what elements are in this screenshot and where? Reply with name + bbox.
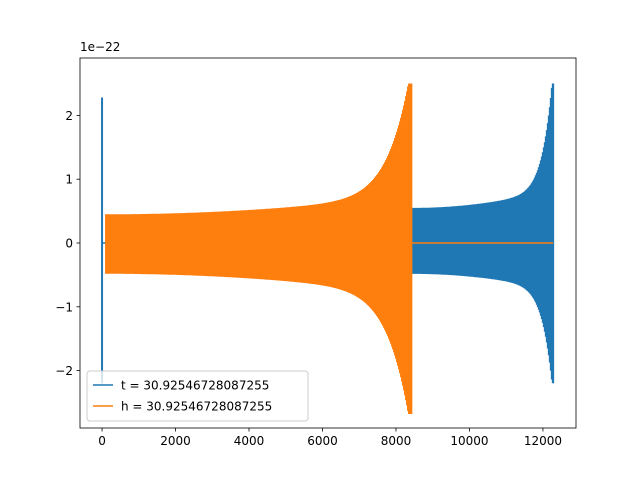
x-tick-label-5: 10000 bbox=[450, 434, 488, 448]
x-tick-label-1: 2000 bbox=[160, 434, 191, 448]
x-tick-label-0: 0 bbox=[98, 434, 106, 448]
legend-label-0: t = 30.92546728087255 bbox=[121, 379, 269, 393]
series-0-chirp bbox=[411, 83, 555, 384]
y-tick-label-3: 1 bbox=[65, 173, 73, 187]
series-1-chirp bbox=[105, 83, 413, 414]
y-tick-label-4: 2 bbox=[65, 109, 73, 123]
x-tick-label-4: 8000 bbox=[381, 434, 412, 448]
x-tick-label-6: 12000 bbox=[524, 434, 562, 448]
series-1 bbox=[105, 83, 554, 414]
legend-box bbox=[86, 370, 309, 422]
x-tick-label-2: 4000 bbox=[234, 434, 265, 448]
y-tick-label-0: −2 bbox=[55, 364, 73, 378]
y-axis: −2 −1 0 1 2 bbox=[55, 109, 80, 378]
series-layer bbox=[101, 83, 555, 414]
y-tick-label-1: −1 bbox=[55, 300, 73, 314]
y-offset-label: 1e−22 bbox=[80, 40, 120, 54]
x-tick-label-3: 6000 bbox=[307, 434, 338, 448]
legend: t = 30.92546728087255 h = 30.925467280872… bbox=[86, 370, 309, 422]
x-axis: 0 2000 4000 6000 8000 10000 12000 bbox=[98, 428, 562, 448]
legend-label-1: h = 30.92546728087255 bbox=[121, 400, 272, 414]
y-tick-label-2: 0 bbox=[65, 237, 73, 251]
